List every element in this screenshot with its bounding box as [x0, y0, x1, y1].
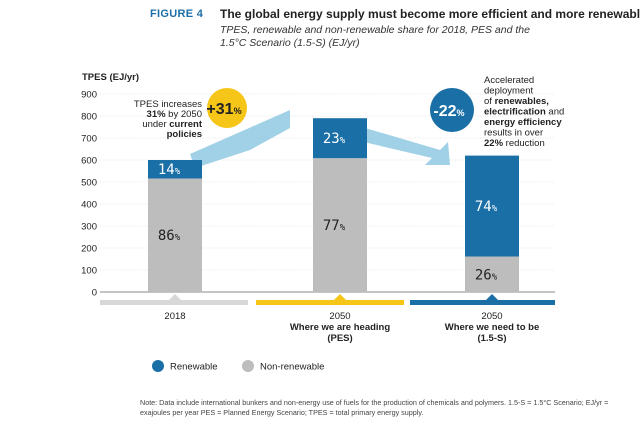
bar-renewable — [465, 155, 519, 257]
bar-renewable — [148, 160, 202, 179]
category-band — [410, 300, 555, 305]
y-tick-label: 300 — [81, 222, 97, 233]
bars: 86%14%77%23%26%74% — [148, 118, 519, 292]
reduction-value: -22% — [433, 103, 464, 120]
category-sublabel: (1.5-S) — [477, 333, 506, 344]
y-tick-label: 400 — [81, 200, 97, 211]
bar-renewable — [313, 118, 367, 159]
reduction-annotation-line: deployment — [484, 86, 533, 97]
footnote: Note: Data include international bunkers… — [140, 398, 609, 417]
increase-annotation-line: 31% by 2050 — [147, 109, 202, 120]
legend-label-renewable: Renewable — [170, 362, 218, 373]
y-tick-label: 0 — [92, 288, 97, 299]
decrease-arrow — [355, 125, 450, 165]
reduction-annotation-line: electrification and — [484, 107, 564, 118]
y-tick-label: 200 — [81, 244, 97, 255]
bar-non-renewable — [313, 158, 367, 292]
reduction-annotation-line: energy efficiency — [484, 117, 562, 128]
increase-value: +31% — [206, 101, 241, 118]
band-pointer — [486, 294, 498, 300]
band-pointer — [334, 294, 346, 300]
reduction-annotation-line: of renewables, — [484, 96, 549, 107]
legend: Renewable Non-renewable — [152, 360, 324, 373]
y-tick-label: 500 — [81, 178, 97, 189]
bar-non-renewable — [465, 256, 519, 292]
y-tick-label: 600 — [81, 156, 97, 167]
increase-annotation-line: TPES increases — [134, 99, 202, 110]
category-band — [100, 300, 248, 305]
category-bands — [100, 294, 555, 305]
category-band — [256, 300, 404, 305]
increase-arrow — [190, 110, 290, 168]
legend-label-non-renewable: Non-renewable — [260, 362, 324, 373]
trend-arrows — [190, 110, 450, 168]
y-tick-labels: 0 100 200 300 400 500 600 700 800 900 — [81, 90, 97, 299]
category-sublabel: (PES) — [327, 333, 352, 344]
increase-annotation-line: policies — [167, 129, 202, 140]
legend-marker-renewable — [152, 360, 164, 372]
y-tick-label: 900 — [81, 90, 97, 101]
category-label: 2018 — [164, 311, 185, 322]
increase-badge — [207, 88, 247, 128]
band-pointer — [169, 294, 181, 300]
y-axis-label: TPES (EJ/yr) — [82, 72, 139, 83]
increase-annotation-line: under current — [142, 119, 203, 130]
y-tick-label: 800 — [81, 112, 97, 123]
reduction-annotation-line: results in over — [484, 128, 543, 139]
category-label: 2050 — [329, 311, 350, 322]
y-tick-label: 700 — [81, 134, 97, 145]
category-sublabel: Where we are heading — [290, 322, 391, 333]
figure-label: FIGURE 4 — [150, 8, 204, 20]
reduction-annotation-line: 22% reduction — [484, 138, 545, 149]
bar-non-renewable — [148, 178, 202, 292]
category-sublabel: Where we need to be — [445, 322, 540, 333]
y-tick-label: 100 — [81, 266, 97, 277]
reduction-badge — [430, 88, 474, 132]
chart-subtitle: TPES, renewable and non-renewable share … — [220, 24, 530, 49]
reduction-annotation-line: Accelerated — [484, 75, 534, 86]
legend-marker-non-renewable — [242, 360, 254, 372]
category-label: 2050 — [481, 311, 502, 322]
chart-title: The global energy supply must become mor… — [220, 7, 640, 21]
